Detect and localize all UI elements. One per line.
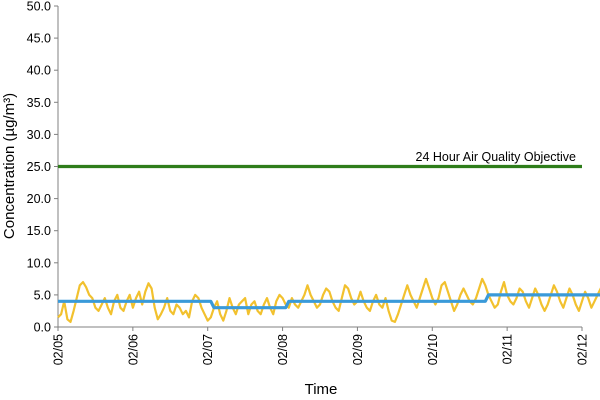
x-axis-ticks: 02/05 02/06 02/07 02/08 02/09 02/10 02/11 02/12 bbox=[52, 327, 590, 365]
y-tick-label: 5.0 bbox=[34, 288, 51, 302]
y-tick-label: 15.0 bbox=[27, 224, 51, 238]
y-tick-label: 20.0 bbox=[27, 192, 51, 206]
y-tick-label: 35.0 bbox=[27, 96, 51, 110]
y-axis-title: Concentration (µg/m³) bbox=[1, 93, 18, 239]
y-axis-ticks: 0.0 5.0 10.0 15.0 20.0 25.0 30.0 35.0 40.0 45.0 50… bbox=[27, 0, 58, 335]
plot-area bbox=[57, 6, 600, 328]
y-tick-label: 25.0 bbox=[27, 160, 51, 174]
x-tick-label: 02/10 bbox=[426, 334, 440, 365]
y-tick-label: 40.0 bbox=[27, 64, 51, 78]
y-tick-label: 0.0 bbox=[34, 321, 51, 335]
y-tick-label: 50.0 bbox=[27, 0, 51, 14]
x-tick-label: 02/05 bbox=[52, 334, 66, 365]
y-tick-label: 45.0 bbox=[27, 32, 51, 46]
x-tick-label: 02/12 bbox=[576, 334, 590, 365]
series-line-daily bbox=[58, 293, 600, 310]
y-tick-label: 30.0 bbox=[27, 128, 51, 142]
x-axis-title: Time bbox=[305, 381, 338, 398]
series-line-hourly bbox=[57, 277, 600, 323]
x-tick-label: 02/09 bbox=[351, 334, 365, 365]
y-tick-label: 10.0 bbox=[27, 256, 51, 270]
objective-label: 24 Hour Air Quality Objective bbox=[416, 150, 577, 164]
x-tick-label: 02/07 bbox=[201, 334, 215, 365]
x-tick-label: 02/08 bbox=[276, 334, 290, 365]
x-tick-label: 02/06 bbox=[126, 334, 140, 365]
x-tick-label: 02/11 bbox=[501, 334, 515, 364]
